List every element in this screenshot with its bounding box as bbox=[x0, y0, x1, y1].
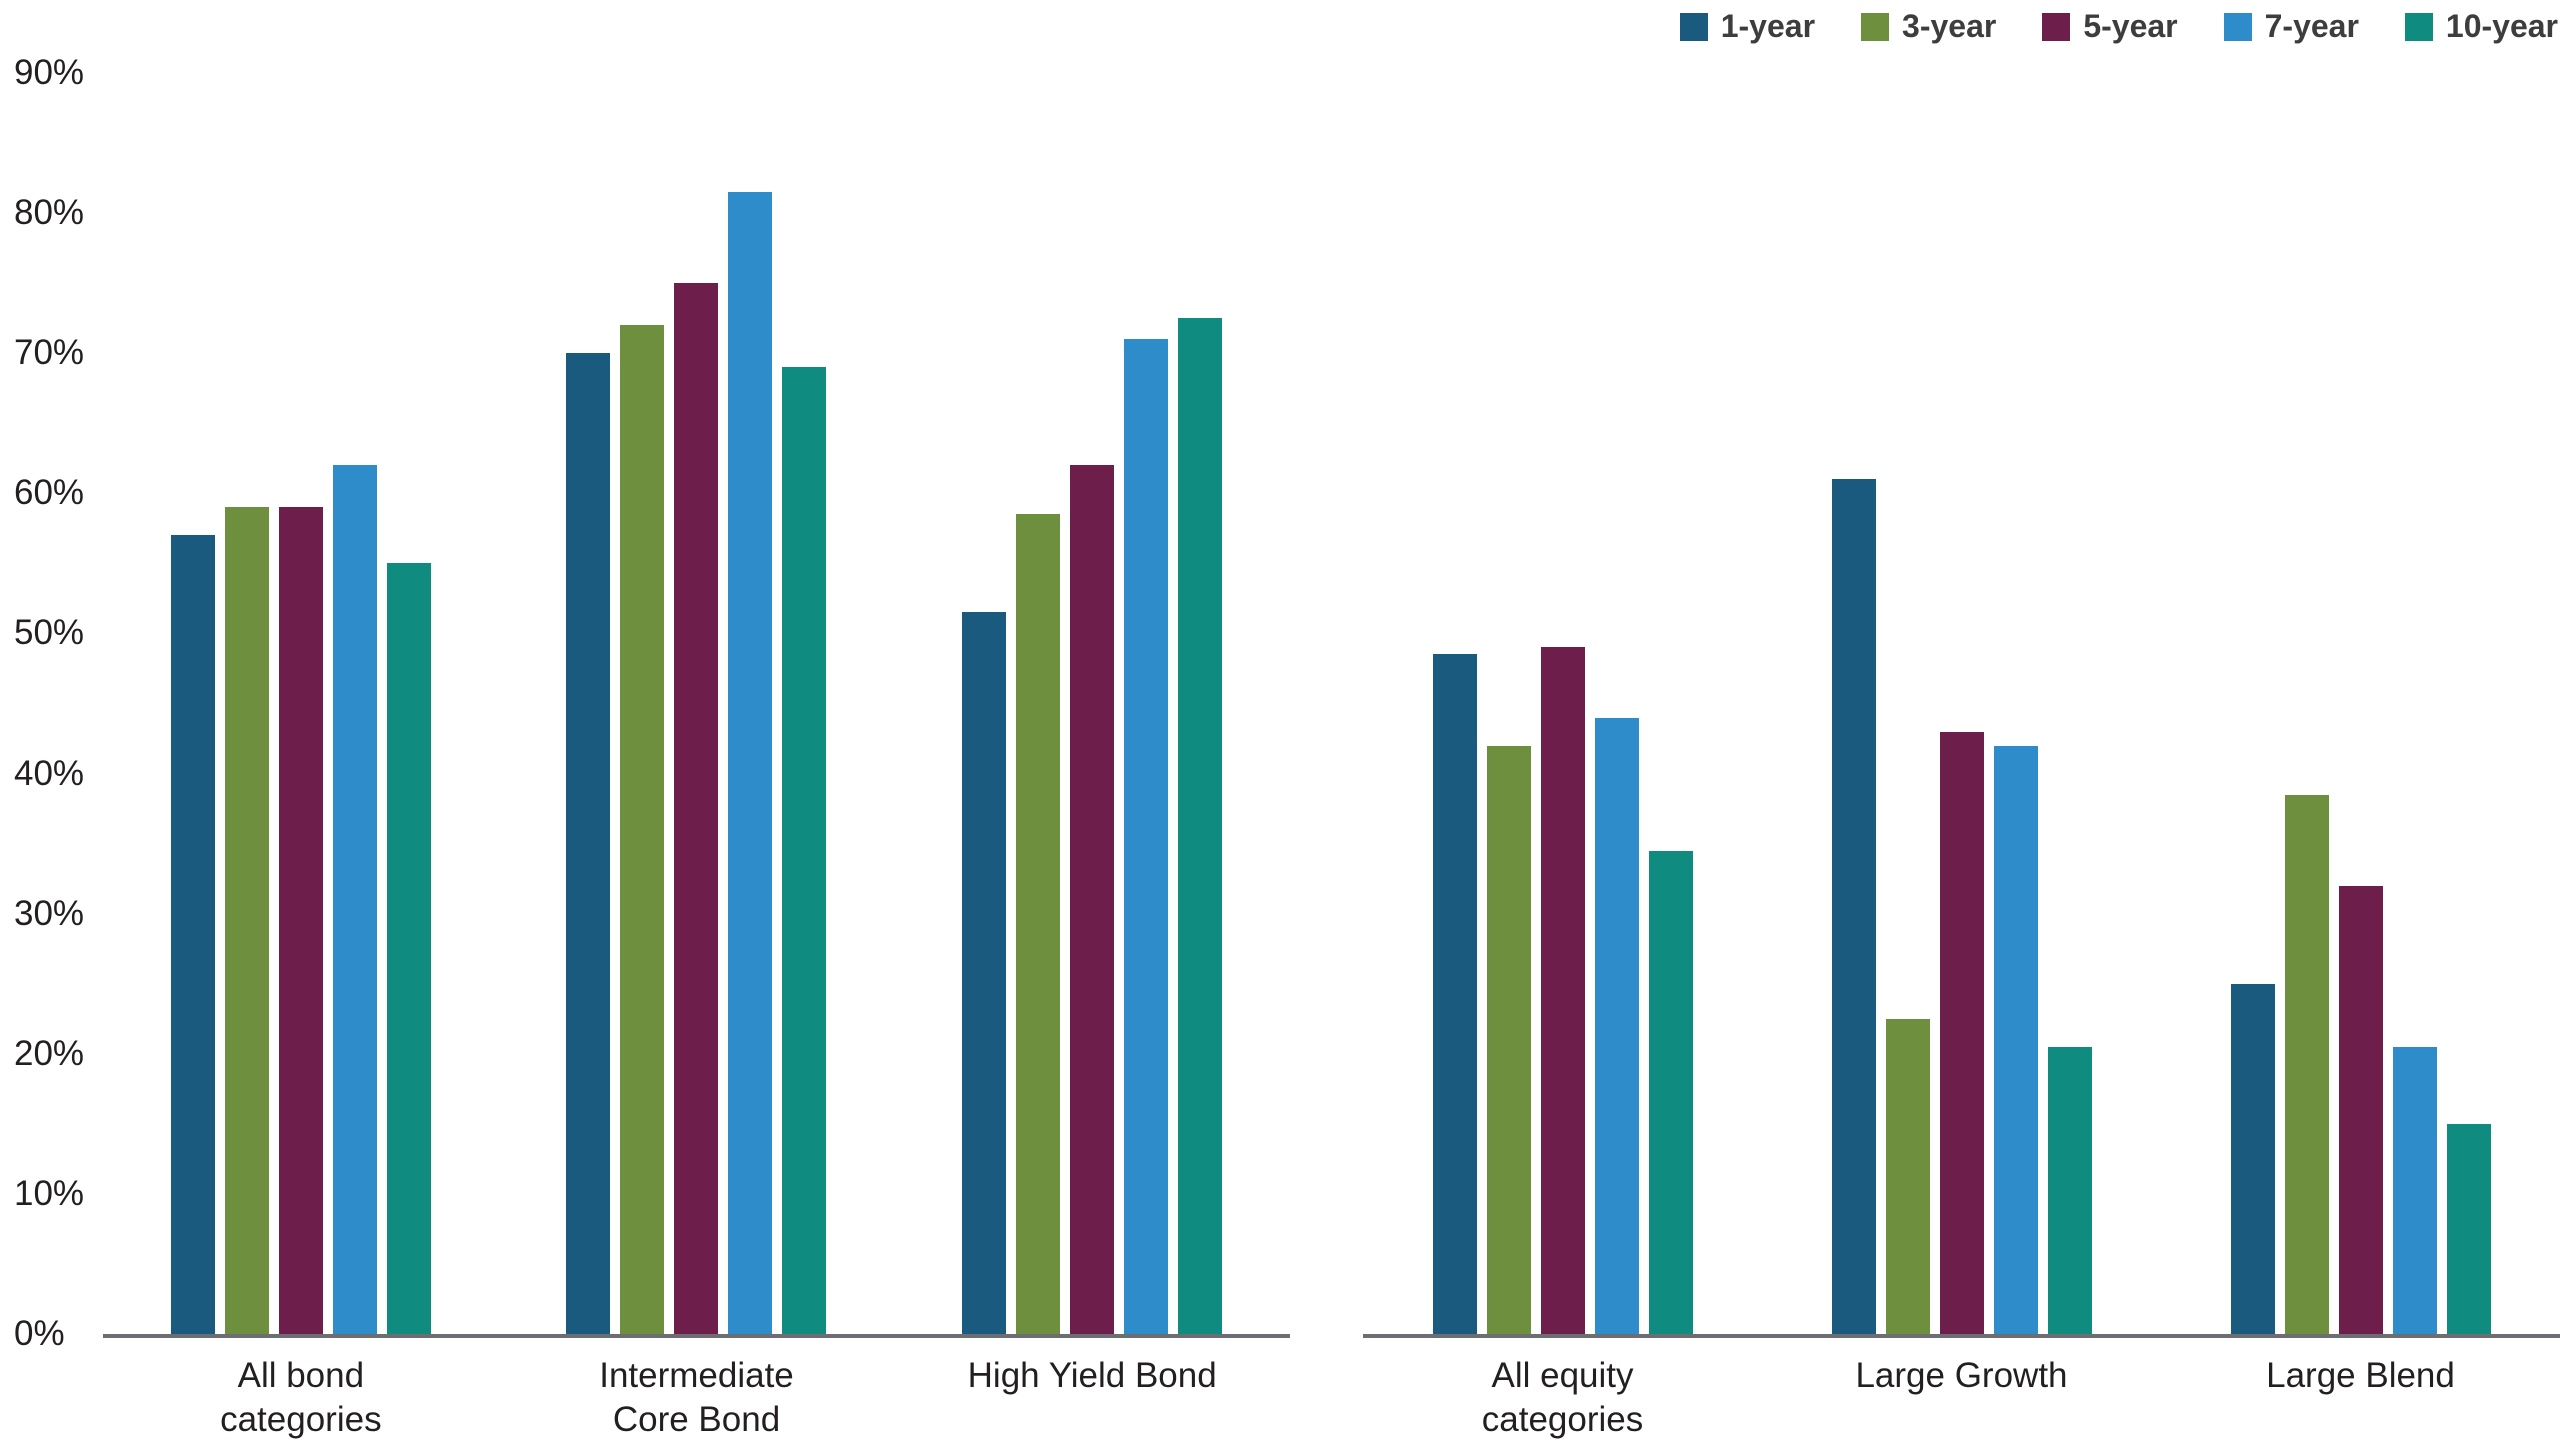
legend-item-10-year: 10-year bbox=[2404, 8, 2558, 45]
panel-bond-categories bbox=[103, 73, 1290, 1334]
category-label: All equity categories bbox=[1481, 1356, 1644, 1439]
y-tick-label-40: 40% bbox=[14, 753, 85, 793]
bar-5-year bbox=[1540, 647, 1585, 1334]
bar-1-year bbox=[1831, 479, 1876, 1334]
category-labels-bond: All bond categories Intermediate Core Bon… bbox=[103, 1354, 1290, 1442]
bar-3-year bbox=[1885, 1018, 1930, 1334]
panel-equity-categories bbox=[1363, 73, 2560, 1334]
category-labels-equity: All equity categories Large Growth Large B… bbox=[1363, 1354, 2560, 1442]
bar-5-year bbox=[1070, 465, 1115, 1334]
legend-swatch-icon bbox=[2223, 12, 2252, 41]
bar-7-year bbox=[1124, 339, 1169, 1334]
category-label: Intermediate Core Bond bbox=[599, 1356, 794, 1439]
bar-7-year bbox=[1993, 745, 2038, 1334]
bar-10-year bbox=[2446, 1123, 2491, 1334]
legend-label: 1-year bbox=[1720, 8, 1816, 44]
bar-5-year bbox=[1939, 731, 1984, 1334]
bar-7-year bbox=[1594, 717, 1639, 1334]
bar-group-all-bond-categories bbox=[170, 465, 431, 1334]
bar-1-year bbox=[962, 612, 1007, 1334]
legend-item-3-year: 3-year bbox=[1861, 8, 1996, 45]
bar-3-year bbox=[2284, 794, 2329, 1334]
category-label: High Yield Bond bbox=[967, 1356, 1217, 1395]
legend-item-1-year: 1-year bbox=[1679, 8, 1816, 45]
y-tick-label-70: 70% bbox=[14, 333, 85, 373]
y-tick-label-50: 50% bbox=[14, 613, 85, 653]
category-label: Large Growth bbox=[1855, 1356, 2068, 1395]
y-tick-label-90: 90% bbox=[14, 53, 85, 92]
legend-swatch-icon bbox=[2404, 12, 2433, 41]
bar-5-year bbox=[674, 283, 719, 1334]
y-tick-label-80: 80% bbox=[14, 193, 85, 233]
legend-swatch-icon bbox=[1861, 12, 1890, 41]
bar-group-all-equity-categories bbox=[1432, 647, 1693, 1334]
bar-7-year bbox=[332, 465, 377, 1334]
legend-label: 10-year bbox=[2445, 8, 2558, 44]
x-axis-line-bond bbox=[103, 1334, 1290, 1338]
legend-label: 5-year bbox=[2083, 8, 2178, 44]
legend-label: 3-year bbox=[1902, 8, 1997, 44]
category-label: Large Blend bbox=[2266, 1356, 2455, 1395]
legend-item-5-year: 5-year bbox=[2042, 8, 2178, 45]
y-tick-label-10: 10% bbox=[14, 1173, 85, 1213]
y-tick-label-30: 30% bbox=[14, 893, 85, 933]
bar-group-large-growth bbox=[1831, 479, 2092, 1334]
bar-1-year bbox=[2230, 983, 2275, 1334]
bar-7-year bbox=[2392, 1046, 2437, 1334]
bar-10-year bbox=[2047, 1046, 2092, 1334]
bar-5-year bbox=[278, 507, 323, 1334]
bar-group-intermediate-core-bond bbox=[566, 192, 827, 1334]
bar-1-year bbox=[566, 353, 611, 1334]
bar-7-year bbox=[728, 192, 773, 1334]
bar-3-year bbox=[1016, 514, 1061, 1334]
bar-10-year bbox=[386, 563, 431, 1334]
y-tick-label-60: 60% bbox=[14, 473, 85, 513]
x-axis-line-equity bbox=[1363, 1334, 2560, 1338]
bar-10-year bbox=[1178, 318, 1223, 1334]
y-tick-label-20: 20% bbox=[14, 1033, 85, 1073]
bar-1-year bbox=[1432, 654, 1477, 1334]
bar-1-year bbox=[170, 535, 215, 1334]
bar-3-year bbox=[620, 325, 665, 1334]
bar-10-year bbox=[782, 367, 827, 1334]
legend-label: 7-year bbox=[2264, 8, 2359, 44]
bar-10-year bbox=[1648, 850, 1693, 1334]
bar-5-year bbox=[2338, 885, 2383, 1334]
legend-swatch-icon bbox=[1679, 12, 1708, 41]
legend-item-7-year: 7-year bbox=[2223, 8, 2359, 45]
legend-swatch-icon bbox=[2042, 12, 2071, 41]
y-tick-label-0: 0% bbox=[14, 1314, 65, 1353]
legend: 1-year 3-year 5-year 7-year 10-year bbox=[1679, 8, 2558, 45]
bar-3-year bbox=[224, 507, 269, 1334]
bar-3-year bbox=[1486, 745, 1531, 1334]
bar-group-large-blend bbox=[2230, 794, 2491, 1334]
bar-group-high-yield-bond bbox=[962, 318, 1223, 1334]
category-label: All bond categories bbox=[220, 1356, 382, 1439]
